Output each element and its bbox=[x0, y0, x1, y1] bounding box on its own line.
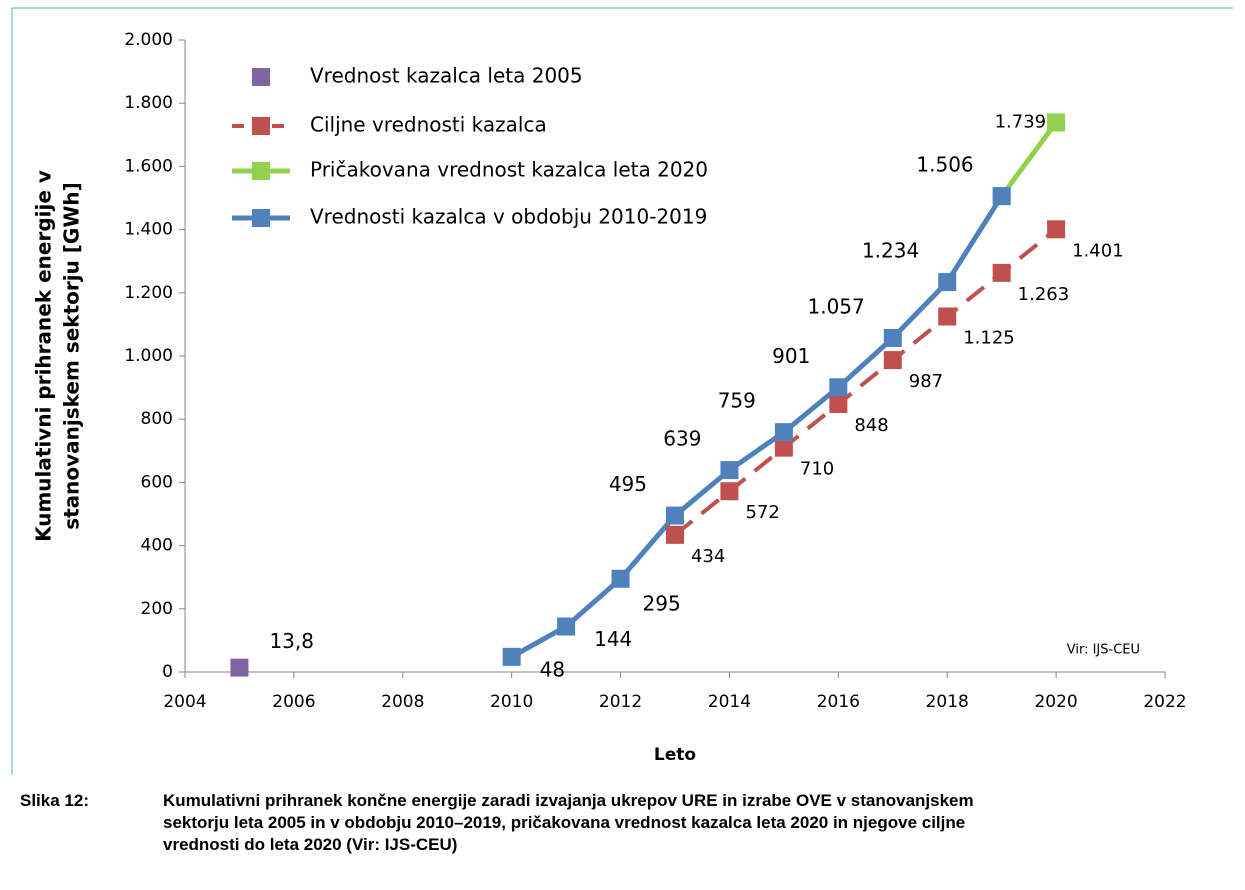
data-label: 1.506 bbox=[916, 153, 973, 177]
marker bbox=[666, 506, 684, 525]
y-tick-label: 1.800 bbox=[124, 93, 173, 113]
y-tick-label: 800 bbox=[141, 409, 173, 429]
marker bbox=[502, 647, 521, 666]
data-label: 710 bbox=[800, 459, 834, 480]
legend-label: Vrednost kazalca leta 2005 bbox=[310, 64, 583, 88]
y-tick-label: 400 bbox=[141, 536, 173, 556]
x-tick-label: 2022 bbox=[1143, 692, 1186, 712]
legend-label: Pričakovana vrednost kazalca leta 2020 bbox=[310, 158, 708, 182]
legend-marker bbox=[252, 117, 270, 135]
marker bbox=[774, 423, 793, 442]
x-tick-label: 2006 bbox=[272, 692, 315, 712]
data-label: 1.739 bbox=[995, 111, 1047, 132]
y-tick-label: 2.000 bbox=[124, 30, 173, 50]
marker bbox=[992, 187, 1011, 206]
x-tick-label: 2008 bbox=[381, 692, 424, 712]
marker bbox=[883, 328, 902, 347]
data-label: 1.234 bbox=[862, 239, 919, 263]
data-label: 434 bbox=[691, 546, 725, 567]
marker bbox=[774, 438, 793, 457]
marker bbox=[938, 307, 957, 326]
chart: Kumulativni prihranek energije v stanova… bbox=[11, 7, 1233, 775]
x-tick-label: 2020 bbox=[1034, 692, 1077, 712]
marker bbox=[829, 395, 848, 414]
marker bbox=[883, 351, 902, 370]
y-axis-label: Kumulativni prihranek energije v bbox=[32, 170, 56, 542]
marker bbox=[720, 461, 739, 480]
marker bbox=[938, 273, 957, 292]
x-tick-label: 2004 bbox=[163, 692, 206, 712]
data-label: 987 bbox=[909, 371, 943, 392]
legend-label: Ciljne vrednosti kazalca bbox=[310, 113, 547, 137]
data-label: 48 bbox=[540, 657, 565, 681]
data-label: 1.125 bbox=[963, 328, 1015, 349]
x-tick-label: 2010 bbox=[490, 692, 533, 712]
data-label: 13,8 bbox=[269, 629, 314, 653]
data-label: 1.263 bbox=[1018, 284, 1070, 305]
data-label: 1.401 bbox=[1072, 240, 1124, 261]
caption-label: Slika 12: bbox=[20, 791, 89, 810]
annotation: Vir: IJS-CEU bbox=[1067, 643, 1140, 658]
y-tick-label: 1.400 bbox=[124, 220, 173, 240]
marker bbox=[720, 482, 739, 501]
marker bbox=[611, 569, 630, 588]
data-label: 639 bbox=[663, 427, 701, 451]
data-label: 1.057 bbox=[808, 294, 865, 318]
legend-marker bbox=[252, 68, 270, 86]
marker bbox=[230, 658, 249, 677]
data-label: 901 bbox=[772, 344, 810, 368]
data-label: 495 bbox=[609, 472, 647, 496]
marker bbox=[557, 617, 576, 636]
legend-label: Vrednosti kazalca v obdobju 2010-2019 bbox=[310, 205, 707, 229]
y-axis-label: stanovanjskem sektorju [GWh] bbox=[60, 182, 84, 530]
marker bbox=[829, 378, 848, 397]
x-tick-label: 2016 bbox=[817, 692, 860, 712]
legend-marker bbox=[252, 209, 270, 227]
series-line bbox=[999, 120, 1059, 198]
data-label: 848 bbox=[854, 415, 888, 436]
caption-text: Kumulativni prihranek končne energije za… bbox=[163, 791, 974, 854]
marker bbox=[992, 263, 1011, 282]
marker bbox=[666, 525, 684, 544]
y-tick-label: 200 bbox=[141, 599, 173, 619]
legend-marker bbox=[252, 162, 270, 180]
y-tick-label: 1.000 bbox=[124, 346, 173, 366]
data-label: 295 bbox=[643, 591, 681, 615]
marker bbox=[1047, 220, 1066, 239]
series-line bbox=[673, 227, 1058, 537]
x-axis-label: Leto bbox=[654, 745, 696, 765]
x-tick-label: 2018 bbox=[926, 692, 969, 712]
x-tick-label: 2014 bbox=[708, 692, 751, 712]
data-label: 759 bbox=[718, 389, 756, 413]
series-line bbox=[510, 194, 1004, 660]
y-tick-label: 1.200 bbox=[124, 283, 173, 303]
y-tick-label: 1.600 bbox=[124, 156, 173, 176]
data-label: 144 bbox=[594, 627, 632, 651]
marker bbox=[1047, 113, 1066, 132]
y-tick-label: 0 bbox=[162, 662, 173, 682]
x-tick-label: 2012 bbox=[599, 692, 642, 712]
data-label: 572 bbox=[745, 502, 779, 523]
y-tick-label: 600 bbox=[141, 472, 173, 492]
